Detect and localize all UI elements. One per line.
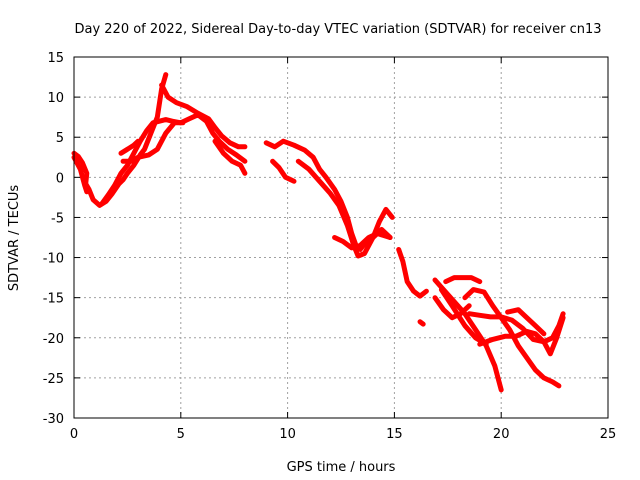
y-tick-label: 0: [56, 171, 64, 186]
series-track-12: [396, 247, 429, 299]
y-tick-label: -30: [43, 412, 64, 427]
series-track-2: [71, 154, 90, 195]
tick-layer: 0 5 10 15 20 25 -30 -25 -20 -15 -10 -5 0 5 10 15: [43, 51, 617, 442]
series-track-5: [120, 120, 186, 164]
y-tick-label: -15: [43, 292, 64, 307]
series-track-4: [118, 138, 141, 156]
series-track-11: [332, 231, 393, 251]
series-track-18: [466, 311, 566, 345]
chart-title: Day 220 of 2022, Sidereal Day-to-day VTE…: [74, 22, 601, 37]
y-tick-label: -5: [51, 211, 64, 226]
series-track-3: [99, 112, 248, 207]
series-track-16: [438, 287, 489, 347]
x-tick-label: 0: [70, 427, 78, 442]
series-track-20: [505, 307, 547, 337]
y-tick-label: 5: [56, 131, 64, 146]
y-tick-label: -20: [43, 332, 64, 347]
y-tick-label: -10: [43, 252, 64, 267]
series-track-7: [212, 138, 248, 176]
x-tick-label: 5: [177, 427, 185, 442]
x-tick-label: 15: [386, 427, 403, 442]
series-track-21: [417, 319, 426, 327]
y-tick-label: 10: [47, 91, 64, 106]
y-axis-label: SDTVAR / TECUs: [7, 185, 22, 292]
series-track-19: [477, 315, 566, 357]
y-tick-label: 15: [47, 51, 64, 66]
grid-layer: [74, 57, 608, 418]
x-tick-label: 25: [600, 427, 617, 442]
series-track-6: [159, 82, 248, 150]
series-track-1: [71, 72, 169, 208]
plot-frame: [73, 56, 609, 419]
series-track-9: [270, 158, 297, 184]
x-tick-label: 20: [493, 427, 510, 442]
series-layer: [71, 72, 566, 393]
series-track-14: [443, 275, 483, 285]
y-tick-label: -25: [43, 372, 64, 387]
x-axis-label: GPS time / hours: [287, 460, 396, 475]
x-tick-label: 10: [279, 427, 296, 442]
